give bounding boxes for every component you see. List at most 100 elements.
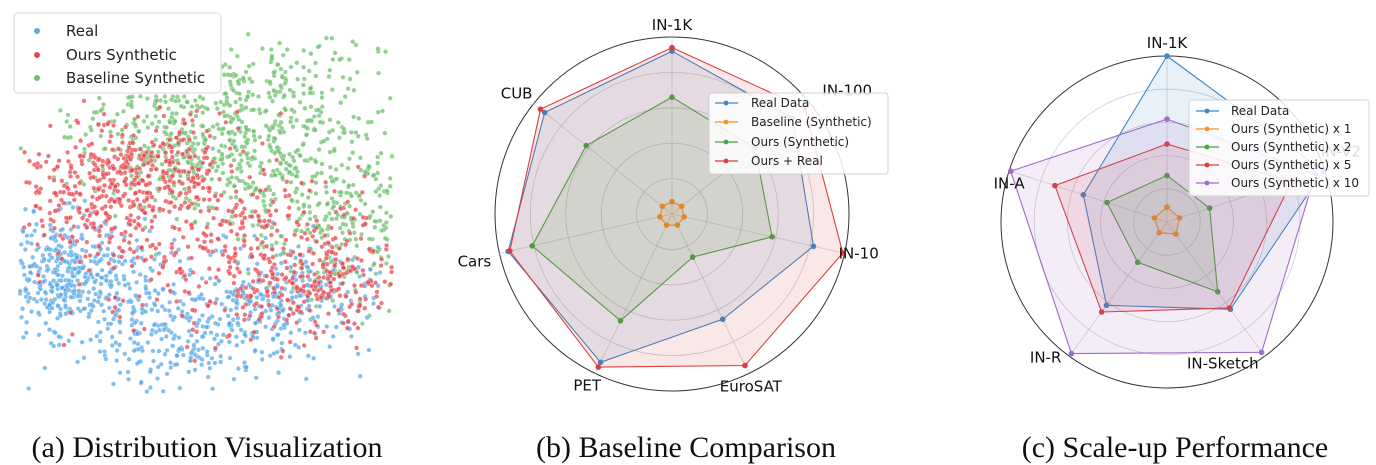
scatter-point-ours bbox=[103, 171, 109, 177]
scatter-point-baseline bbox=[334, 176, 340, 182]
scatter-point-ours bbox=[240, 210, 246, 216]
scatter-point-ours bbox=[176, 226, 182, 232]
scatter-point-ours bbox=[149, 224, 155, 230]
scatter-point-real bbox=[219, 301, 225, 307]
scatter-point-real bbox=[56, 334, 62, 339]
scatter-point-real bbox=[156, 250, 162, 256]
scatter-point-real bbox=[94, 272, 100, 278]
scatter-point-ours bbox=[301, 209, 307, 215]
scatter-point-real bbox=[62, 249, 68, 255]
scatter-point-ours bbox=[72, 170, 78, 175]
scatter-point-baseline bbox=[326, 210, 332, 216]
scatter-point-ours bbox=[369, 283, 375, 289]
radar-point-2 bbox=[1104, 199, 1110, 206]
scatter-point-ours bbox=[109, 147, 115, 153]
scatter-point-real bbox=[348, 333, 354, 339]
legend-b-label-ours-real: Ours + Real bbox=[751, 154, 823, 168]
scatter-point-baseline bbox=[303, 132, 309, 138]
scatter-point-real bbox=[114, 290, 120, 296]
scatter-point-ours bbox=[337, 245, 343, 251]
radar-point-1 bbox=[1173, 231, 1179, 237]
scatter-point-baseline bbox=[308, 104, 314, 110]
scatter-point-ours bbox=[329, 244, 335, 250]
scatter-point-baseline bbox=[237, 152, 243, 158]
scatter-point-baseline bbox=[308, 156, 314, 162]
scatter-point-ours bbox=[242, 215, 248, 221]
legend-label-baseline: Baseline Synthetic bbox=[66, 69, 205, 87]
legend-b-label-ours: Ours (Synthetic) bbox=[751, 135, 849, 149]
scatter-point-ours bbox=[37, 206, 43, 211]
scatter-point-baseline bbox=[364, 136, 370, 142]
scatter-point-real bbox=[88, 308, 94, 314]
scatter-point-ours bbox=[248, 293, 254, 299]
scatter-point-ours bbox=[201, 197, 207, 203]
scatter-point-baseline bbox=[329, 178, 335, 184]
scatter-point-ours bbox=[61, 189, 67, 195]
scatter-point-real bbox=[97, 338, 103, 344]
scatter-point-ours bbox=[301, 283, 307, 289]
scatter-point-ours bbox=[41, 232, 47, 238]
scatter-point-real bbox=[21, 272, 27, 278]
scatter-point-ours bbox=[23, 179, 29, 185]
scatter-point-ours bbox=[95, 122, 101, 128]
scatter-point-ours bbox=[281, 246, 287, 252]
scatter-point-baseline bbox=[388, 214, 394, 219]
scatter-point-baseline bbox=[277, 170, 283, 176]
scatter-point-real bbox=[210, 386, 216, 392]
scatter-point-baseline bbox=[230, 116, 236, 122]
scatter-point-real bbox=[242, 332, 248, 337]
scatter-point-baseline bbox=[373, 189, 379, 194]
scatter-point-baseline bbox=[257, 164, 263, 170]
scatter-point-ours bbox=[215, 236, 221, 242]
scatter-point-real bbox=[139, 345, 145, 350]
scatter-point-real bbox=[147, 295, 153, 301]
scatter-point-real bbox=[355, 351, 361, 357]
scatter-point-real bbox=[235, 366, 241, 372]
scatter-point-real bbox=[68, 249, 74, 255]
scatter-point-ours bbox=[51, 225, 57, 231]
scatter-point-real bbox=[188, 350, 194, 356]
scatter-point-real bbox=[96, 294, 102, 300]
scatter-point-baseline bbox=[280, 52, 286, 58]
scatter-point-ours bbox=[156, 270, 162, 276]
scatter-point-ours bbox=[294, 285, 300, 291]
scatter-point-ours bbox=[340, 281, 345, 286]
scatter-point-real bbox=[93, 291, 99, 297]
scatter-point-ours bbox=[235, 109, 240, 115]
radar-point-3 bbox=[537, 106, 544, 112]
scatter-point-ours bbox=[87, 213, 93, 219]
radar-baseline-legend: Real Data Baseline (Synthetic) Ours (Syn… bbox=[708, 92, 889, 175]
scatter-point-ours bbox=[357, 302, 363, 308]
scatter-point-baseline bbox=[178, 103, 184, 109]
scatter-point-real bbox=[134, 361, 140, 366]
scatter-point-real bbox=[151, 322, 157, 328]
scatter-point-baseline bbox=[221, 72, 227, 78]
scatter-point-real bbox=[144, 389, 150, 395]
scatter-point-ours bbox=[226, 332, 232, 338]
scatter-point-ours bbox=[286, 193, 292, 198]
scatter-point-ours bbox=[343, 294, 349, 299]
scatter-point-baseline bbox=[349, 193, 354, 199]
scatter-point-ours bbox=[304, 236, 310, 242]
scatter-point-ours bbox=[255, 245, 261, 251]
scatter-point-ours bbox=[132, 182, 138, 188]
scatter-point-ours bbox=[284, 265, 290, 271]
scatter-point-ours bbox=[162, 254, 167, 260]
scatter-point-ours bbox=[359, 258, 364, 263]
scatter-point-real bbox=[260, 296, 266, 302]
radar-point-2 bbox=[529, 243, 535, 249]
scatter-point-baseline bbox=[129, 173, 134, 179]
scatter-point-ours bbox=[118, 152, 124, 158]
scatter-point-ours bbox=[323, 179, 329, 185]
scatter-point-ours bbox=[77, 210, 82, 215]
radar-point-3 bbox=[1164, 141, 1170, 147]
scatter-point-ours bbox=[182, 273, 188, 279]
scatter-point-real bbox=[223, 234, 229, 240]
legend-c-marker-real bbox=[1204, 108, 1210, 114]
scatter-point-real bbox=[75, 224, 81, 230]
scatter-point-ours bbox=[207, 161, 213, 167]
scatter-point-ours bbox=[59, 256, 65, 262]
scatter-point-baseline bbox=[350, 182, 356, 188]
scatter-point-real bbox=[23, 206, 28, 212]
scatter-point-real bbox=[203, 324, 209, 330]
